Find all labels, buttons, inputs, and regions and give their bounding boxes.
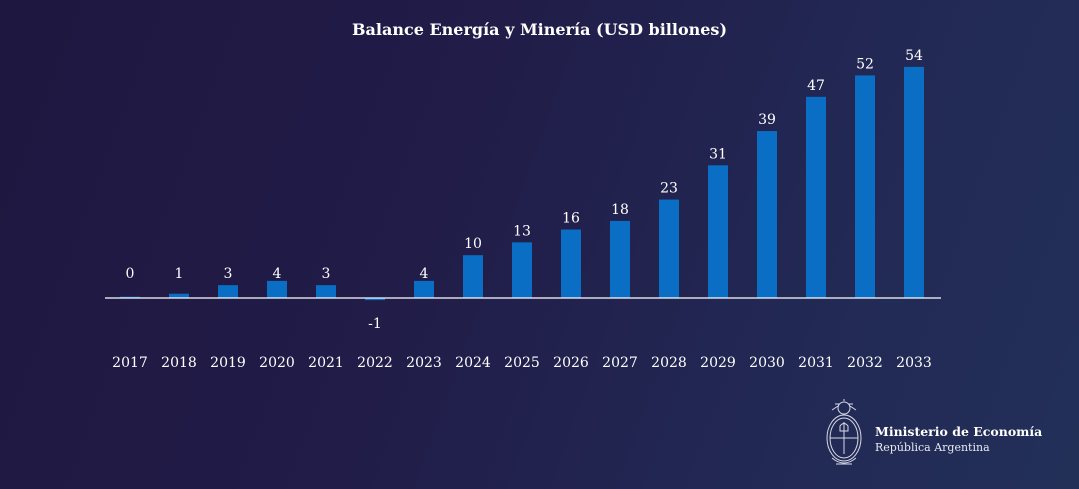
bar-2031 [806,96,826,298]
bar-2033 [904,66,924,298]
bar-2022 [365,298,385,301]
bar-2030 [757,131,777,298]
data-label-2025: 13 [513,223,531,239]
data-label-2032: 52 [856,56,874,72]
bar-2029 [708,165,728,298]
data-label-2018: 1 [175,266,184,282]
bar-2025 [512,242,532,298]
x-tick-2018: 2018 [161,355,197,371]
x-tick-2032: 2032 [847,355,883,371]
data-label-2020: 4 [273,266,282,282]
bar-2024 [463,255,483,298]
data-label-2022: -1 [368,316,382,332]
ministry-branding: Ministerio de Economía República Argenti… [875,424,1042,454]
x-tick-2023: 2023 [406,355,442,371]
data-label-2027: 18 [611,202,629,218]
x-tick-2033: 2033 [896,355,932,371]
x-tick-2025: 2025 [504,355,540,371]
data-label-2028: 23 [660,181,678,197]
bar-2023 [414,280,434,298]
data-label-2021: 3 [322,266,331,282]
bar-2026 [561,229,581,298]
bar-2028 [659,199,679,298]
bar-2019 [218,285,238,298]
org-subtitle: República Argentina [875,441,990,454]
x-tick-2029: 2029 [700,355,736,371]
x-tick-2020: 2020 [259,355,295,371]
bars-group [120,66,924,301]
x-tick-2031: 2031 [798,355,834,371]
data-label-2030: 39 [758,112,776,128]
x-tick-2028: 2028 [651,355,687,371]
bar-2020 [267,280,287,298]
data-label-2031: 47 [807,78,825,94]
x-tick-labels-group: 2017 2018 2019 2020 2021 2022 2023 2024 2025 2026… [112,355,932,371]
data-label-2033: 54 [905,48,923,64]
data-label-2023: 4 [420,266,429,282]
bar-2032 [855,75,875,298]
data-label-2026: 16 [562,211,580,227]
x-tick-2027: 2027 [602,355,638,371]
bar-2027 [610,220,630,298]
x-tick-2017: 2017 [112,355,148,371]
x-tick-2021: 2021 [308,355,344,371]
x-tick-2026: 2026 [553,355,589,371]
bar-2018 [169,293,189,298]
x-tick-2019: 2019 [210,355,246,371]
data-label-2029: 31 [709,146,727,162]
x-tick-2024: 2024 [455,355,491,371]
org-name: Ministerio de Economía [875,424,1043,439]
x-tick-2030: 2030 [749,355,785,371]
data-label-2019: 3 [224,266,233,282]
x-tick-2022: 2022 [357,355,393,371]
data-label-2017: 0 [126,266,135,282]
bar-2021 [316,285,336,298]
argentina-coat-of-arms-icon [826,399,862,465]
data-label-2024: 10 [464,236,482,252]
chart-title: Balance Energía y Minería (USD billones) [351,20,728,39]
